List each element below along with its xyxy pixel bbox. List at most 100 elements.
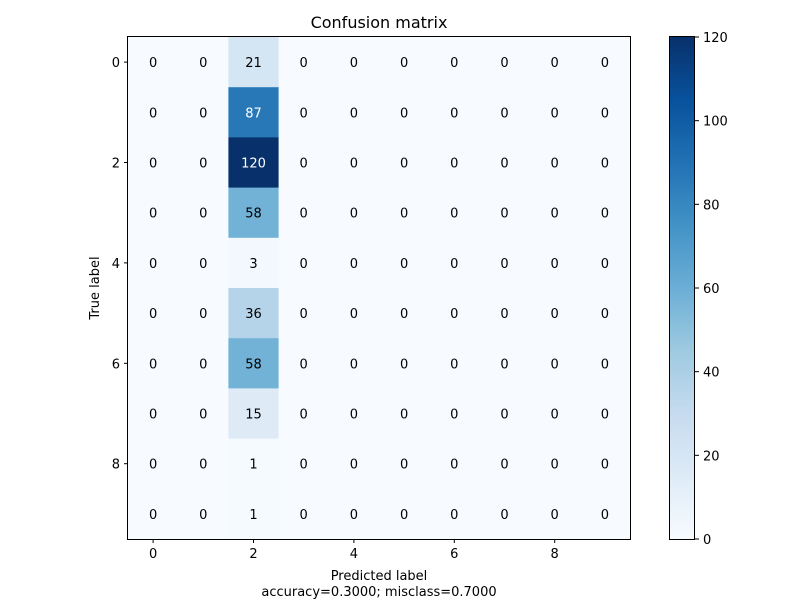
heatmap-cell xyxy=(328,388,380,440)
heatmap-cell xyxy=(328,137,380,189)
heatmap-cell xyxy=(429,187,480,239)
cell-value-label: 0 xyxy=(450,207,458,222)
heatmap-cell xyxy=(228,87,280,138)
colorbar-tick-label: 20 xyxy=(703,449,720,464)
heatmap-cell xyxy=(178,388,229,440)
cell-value-label: 0 xyxy=(149,207,157,222)
cell-value-label: 0 xyxy=(300,207,308,222)
cell-value-label: 0 xyxy=(149,307,157,322)
heatmap-cell xyxy=(128,137,179,189)
cell-value-label: 0 xyxy=(500,56,508,71)
cell-value-label: 0 xyxy=(300,357,308,372)
x-tick-label: 0 xyxy=(149,547,157,562)
cell-value-label: 0 xyxy=(450,307,458,322)
cell-value-label: 0 xyxy=(300,157,308,172)
heatmap-cell xyxy=(529,187,581,239)
heatmap-cell xyxy=(328,288,380,339)
cell-value-label: 0 xyxy=(450,458,458,473)
cell-value-label: 0 xyxy=(350,106,358,121)
heatmap-cell xyxy=(429,488,480,540)
heatmap-cell xyxy=(379,388,430,440)
heatmap-cell xyxy=(379,87,430,138)
cell-value-label: 0 xyxy=(300,508,308,523)
heatmap-cell xyxy=(228,338,280,389)
cell-value-label: 0 xyxy=(149,458,157,473)
heatmap-cell xyxy=(529,388,581,440)
colorbar-tick-label: 40 xyxy=(703,366,720,381)
heatmap-cell xyxy=(328,87,380,138)
cell-value-label: 0 xyxy=(149,157,157,172)
heatmap-cell xyxy=(479,137,531,189)
y-tick-label: 6 xyxy=(112,357,120,372)
cell-value-label: 0 xyxy=(450,257,458,272)
cell-value-label: 36 xyxy=(245,307,262,322)
cell-value-label: 0 xyxy=(450,408,458,423)
heatmap-cell xyxy=(178,37,229,88)
heatmap-cell xyxy=(379,288,430,339)
x-tick-label: 8 xyxy=(551,547,559,562)
heatmap-cell xyxy=(278,488,330,540)
cell-value-label: 58 xyxy=(245,207,262,222)
heatmap-cell xyxy=(379,338,430,389)
heatmap-cell xyxy=(128,288,179,339)
cell-value-label: 0 xyxy=(500,408,508,423)
cell-value-label: 0 xyxy=(500,458,508,473)
cell-value-label: 0 xyxy=(601,307,609,322)
cell-value-label: 0 xyxy=(350,307,358,322)
heatmap-cell xyxy=(579,388,631,440)
cell-value-label: 0 xyxy=(400,307,408,322)
cell-value-label: 58 xyxy=(245,357,262,372)
cell-value-label: 0 xyxy=(199,508,207,523)
cell-value-label: 0 xyxy=(551,257,559,272)
colorbar-ticks: 0 20 40 60 80 100 120 xyxy=(695,31,728,548)
cell-value-label: 0 xyxy=(400,56,408,71)
cell-value-label: 0 xyxy=(149,257,157,272)
heatmap-cell xyxy=(529,237,581,289)
heatmap-cell xyxy=(479,388,531,440)
cell-value-label: 0 xyxy=(350,357,358,372)
heatmap-cell xyxy=(529,338,581,389)
plot-frame xyxy=(127,36,631,540)
cell-value-label: 87 xyxy=(245,106,262,121)
heatmap-cell xyxy=(328,438,380,490)
cell-value-label: 0 xyxy=(199,357,207,372)
cell-value-label: 0 xyxy=(551,307,559,322)
cell-value-label: 1 xyxy=(249,508,257,523)
cell-value-label: 0 xyxy=(350,157,358,172)
cell-value-label: 0 xyxy=(601,257,609,272)
heatmap-cell xyxy=(128,87,179,138)
heatmap-cell xyxy=(328,338,380,389)
heatmap-cell xyxy=(479,87,531,138)
heatmap-cell xyxy=(479,438,531,490)
heatmap-cell xyxy=(529,288,581,339)
heatmap-cell xyxy=(128,237,179,289)
y-tick-label: 4 xyxy=(112,257,120,272)
cell-value-label: 1 xyxy=(249,458,257,473)
heatmap-cell xyxy=(479,37,531,88)
accuracy-footer: accuracy=0.3000; misclass=0.7000 xyxy=(261,585,496,600)
chart-title: Confusion matrix xyxy=(311,13,448,32)
heatmap-cells xyxy=(128,37,631,540)
cell-value-label: 0 xyxy=(350,207,358,222)
heatmap-cell xyxy=(379,137,430,189)
heatmap-cell xyxy=(278,87,330,138)
heatmap-cell xyxy=(228,137,280,189)
cell-value-label: 0 xyxy=(601,207,609,222)
cell-value-label: 21 xyxy=(245,56,262,71)
heatmap-cell xyxy=(278,288,330,339)
heatmap-cell xyxy=(328,37,380,88)
heatmap-cell xyxy=(579,488,631,540)
heatmap-cell xyxy=(579,288,631,339)
heatmap-cell xyxy=(479,488,531,540)
cell-value-label: 0 xyxy=(149,56,157,71)
heatmap-cell xyxy=(429,137,480,189)
cell-value-label: 0 xyxy=(551,408,559,423)
cell-value-label: 0 xyxy=(601,458,609,473)
cell-value-label: 0 xyxy=(400,157,408,172)
heatmap-cell xyxy=(579,137,631,189)
cell-value-label: 0 xyxy=(551,56,559,71)
heatmap-cell xyxy=(228,388,280,440)
heatmap-cell xyxy=(429,87,480,138)
cell-value-label: 0 xyxy=(500,257,508,272)
